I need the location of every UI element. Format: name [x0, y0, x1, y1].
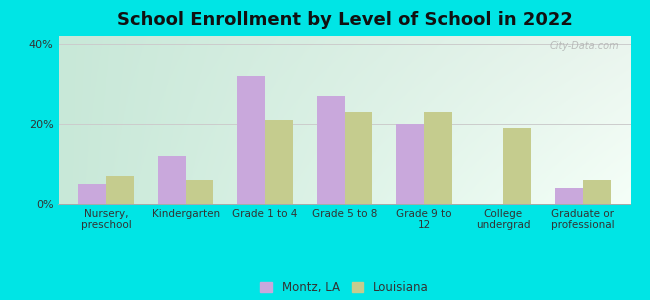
- Bar: [583, 180, 610, 204]
- Bar: [186, 180, 213, 204]
- Bar: [237, 76, 265, 204]
- Text: City-Data.com: City-Data.com: [549, 41, 619, 51]
- Title: School Enrollment by Level of School in 2022: School Enrollment by Level of School in …: [116, 11, 573, 29]
- Bar: [555, 188, 583, 204]
- Bar: [503, 128, 531, 204]
- Bar: [396, 124, 424, 204]
- Bar: [424, 112, 452, 204]
- Bar: [344, 112, 372, 204]
- Bar: [106, 176, 134, 204]
- Bar: [265, 120, 293, 204]
- Bar: [158, 156, 186, 204]
- Legend: Montz, LA, Louisiana: Montz, LA, Louisiana: [255, 277, 434, 299]
- Bar: [79, 184, 106, 204]
- Bar: [317, 96, 345, 204]
